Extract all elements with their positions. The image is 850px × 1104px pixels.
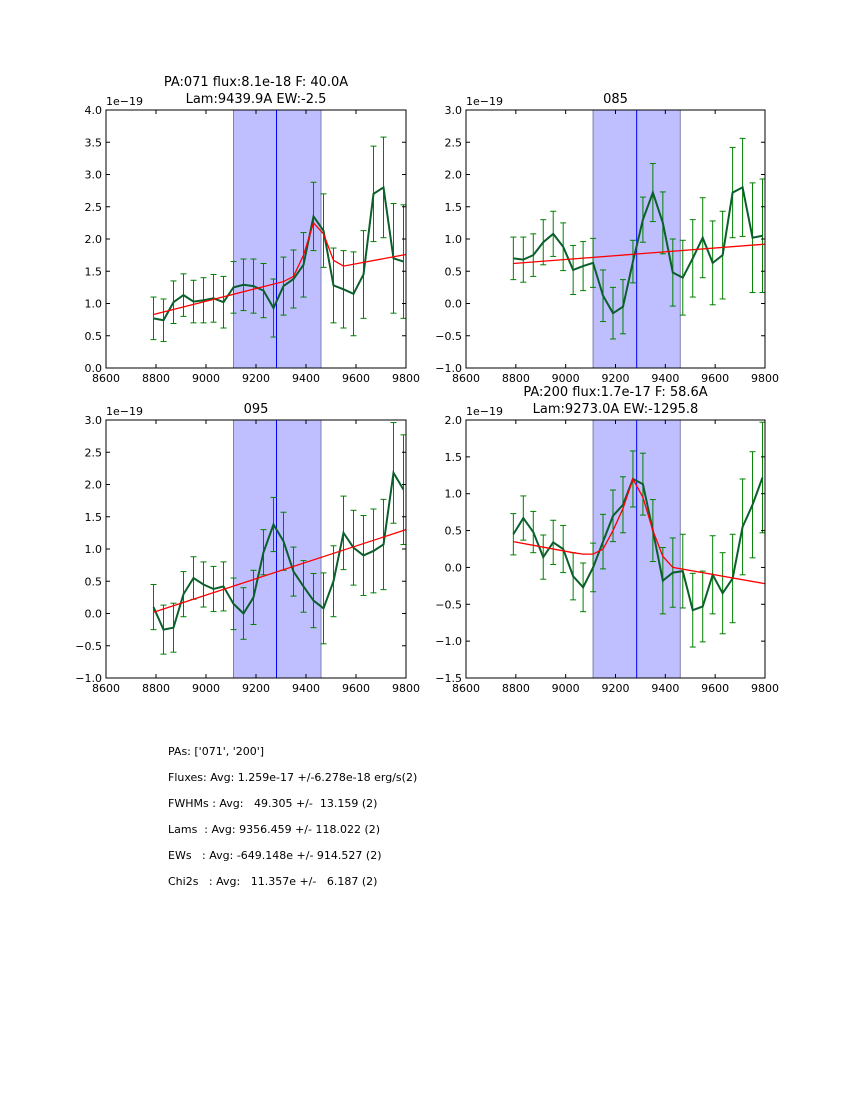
x-tick-label: 9800: [751, 682, 779, 695]
x-tick-label: 9600: [342, 372, 370, 385]
x-tick-label: 8800: [142, 372, 170, 385]
y-tick-label: 0.5: [445, 525, 463, 538]
x-tick-label: 9600: [342, 682, 370, 695]
subplot-title: 095: [244, 402, 269, 417]
y-tick-label: 1.5: [445, 451, 463, 464]
y-tick-label: 0.0: [445, 298, 463, 311]
model-fit-line: [153, 529, 407, 613]
y-tick-label: 0.0: [85, 362, 103, 375]
x-tick-label: 9400: [292, 682, 320, 695]
y-tick-label: −1.0: [435, 635, 462, 648]
y-tick-label: 3.0: [85, 414, 103, 427]
x-tick-label: 9200: [242, 372, 270, 385]
y-tick-label: −0.5: [435, 598, 462, 611]
x-tick-label: 9800: [392, 372, 420, 385]
y-tick-label: 0.0: [85, 608, 103, 621]
stats-block: PAs: ['071', '200'] Fluxes: Avg: 1.259e-…: [168, 745, 417, 901]
x-tick-label: 9000: [192, 682, 220, 695]
subplot-title: PA:071 flux:8.1e-18 F: 40.0A: [164, 75, 348, 90]
x-tick-label: 8600: [92, 372, 120, 385]
y-tick-label: 1.5: [85, 511, 103, 524]
y-offset-label: 1e−19: [466, 405, 503, 418]
y-tick-label: 2.0: [445, 414, 463, 427]
subplot-4: 8600 8800 9000 9200 9400 9600 9800 −1.5 −1.0 −0.5…: [435, 385, 779, 695]
y-tick-label: −0.5: [75, 640, 102, 653]
y-tick-label: −1.0: [435, 362, 462, 375]
x-tick-label: 9400: [651, 372, 679, 385]
subplot-title: Lam:9439.9A EW:-2.5: [186, 92, 327, 107]
y-tick-label: 0.5: [85, 330, 103, 343]
subplot-1: 8600 8800 9000 9200 9400 9600 9800 0.0 0.5 1.0 1.5…: [85, 75, 421, 385]
y-tick-label: 1.0: [445, 233, 463, 246]
y-tick-label: 1.0: [85, 543, 103, 556]
y-tick-label: 2.0: [85, 479, 103, 492]
x-tick-label: 8600: [452, 372, 480, 385]
x-tick-label: 9200: [602, 372, 630, 385]
data-series-line: [152, 469, 405, 631]
y-tick-label: 2.5: [85, 201, 103, 214]
x-tick-label: 9600: [701, 372, 729, 385]
x-tick-label: 9000: [192, 372, 220, 385]
stats-pas: PAs: ['071', '200']: [168, 745, 265, 758]
data-series-line: [153, 185, 404, 322]
x-tick-label: 8800: [142, 682, 170, 695]
stats-ews: EWs : Avg: -649.148e +/- 914.527 (2): [168, 849, 382, 862]
x-tick-label: 9200: [242, 682, 270, 695]
subplot-title: Lam:9273.0A EW:-1295.8: [533, 402, 699, 417]
x-tick-label: 9000: [552, 682, 580, 695]
y-tick-label: −1.5: [435, 672, 462, 685]
x-tick-label: 9600: [701, 682, 729, 695]
y-tick-label: 2.5: [85, 446, 103, 459]
y-tick-label: 1.0: [85, 298, 103, 311]
y-offset-label: 1e−19: [106, 405, 143, 418]
y-tick-label: 0.5: [445, 265, 463, 278]
data-series-line: [512, 477, 764, 612]
x-tick-label: 8600: [92, 682, 120, 695]
x-tick-label: 9200: [602, 682, 630, 695]
y-tick-label: 3.5: [85, 136, 103, 149]
x-tick-label: 8600: [452, 682, 480, 695]
y-tick-label: 0.0: [445, 561, 463, 574]
line-window-shade: [233, 419, 322, 679]
x-tick-label: 9800: [392, 682, 420, 695]
y-tick-label: −1.0: [75, 672, 102, 685]
x-tick-label: 8800: [502, 682, 530, 695]
y-tick-label: 2.5: [445, 136, 463, 149]
data-series-line: [513, 185, 763, 315]
y-offset-label: 1e−19: [106, 95, 143, 108]
stats-chi2s: Chi2s : Avg: 11.357e +/- 6.187 (2): [168, 875, 378, 888]
y-tick-label: 3.0: [85, 169, 103, 182]
y-tick-label: 1.5: [445, 201, 463, 214]
x-tick-label: 9400: [651, 682, 679, 695]
subplot-title: PA:200 flux:1.7e-17 F: 58.6A: [523, 385, 707, 400]
y-tick-label: 1.0: [445, 488, 463, 501]
model-fit-line: [513, 243, 766, 265]
y-offset-label: 1e−19: [466, 95, 503, 108]
x-tick-label: 9000: [552, 372, 580, 385]
y-tick-label: 3.0: [445, 104, 463, 117]
stats-lams: Lams : Avg: 9356.459 +/- 118.022 (2): [168, 823, 381, 836]
stats-fwhms: FWHMs : Avg: 49.305 +/- 13.159 (2): [168, 797, 378, 810]
x-tick-label: 9800: [751, 372, 779, 385]
line-window-shade: [233, 109, 322, 369]
y-tick-label: 4.0: [85, 104, 103, 117]
y-tick-label: 1.5: [85, 265, 103, 278]
x-tick-label: 9400: [292, 372, 320, 385]
x-tick-label: 8800: [502, 372, 530, 385]
y-tick-label: 2.0: [85, 233, 103, 246]
subplot-2: 8600 8800 9000 9200 9400 9600 9800 −1.0 −0.5 0.0 0…: [435, 92, 779, 385]
y-tick-label: 0.5: [85, 575, 103, 588]
model-fit-line: [153, 221, 407, 316]
y-tick-label: −0.5: [435, 330, 462, 343]
subplot-3: 8600 8800 9000 9200 9400 9600 9800 −1.0 −0.5 0.0 0…: [75, 402, 420, 695]
y-tick-label: 2.0: [445, 169, 463, 182]
model-fit-line: [513, 477, 766, 585]
stats-fluxes: Fluxes: Avg: 1.259e-17 +/-6.278e-18 erg/…: [168, 771, 418, 784]
subplot-title: 085: [603, 92, 628, 107]
